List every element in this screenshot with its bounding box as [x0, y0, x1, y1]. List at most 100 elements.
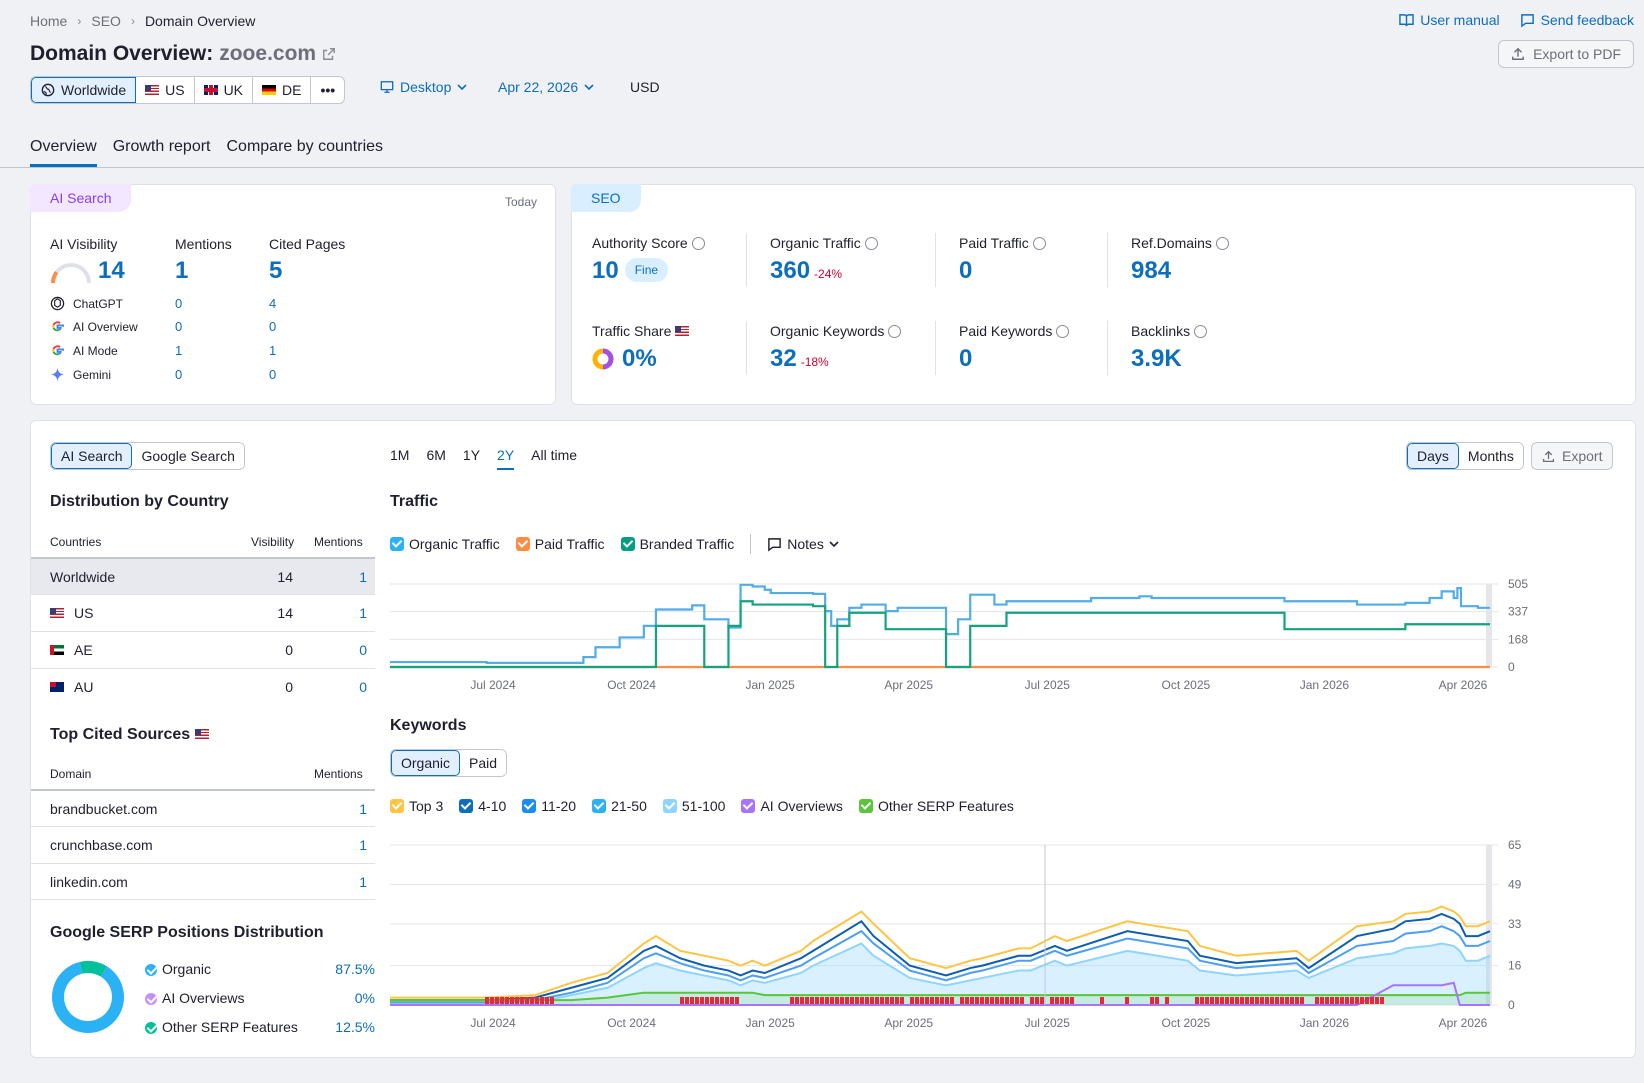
- country-mentions[interactable]: 0: [359, 679, 367, 695]
- tab-compare-by-countries[interactable]: Compare by countries: [226, 138, 384, 155]
- range-1m[interactable]: 1M: [390, 447, 410, 463]
- legend-label: Branded Traffic: [639, 536, 735, 552]
- external-link-icon[interactable]: [322, 47, 336, 61]
- page-title-domain[interactable]: zooe.com: [219, 42, 317, 65]
- info-icon[interactable]: [888, 325, 902, 338]
- cited-pages-value[interactable]: 5: [269, 257, 283, 284]
- cited-domain[interactable]: linkedin.com: [50, 873, 128, 890]
- source-google-search[interactable]: Google Search: [132, 443, 244, 469]
- ai-platform-mentions[interactable]: 1: [175, 343, 183, 358]
- table-row[interactable]: Worldwide 14 1: [31, 557, 375, 594]
- cited-domain[interactable]: crunchbase.com: [50, 837, 153, 853]
- legend-item[interactable]: Other SERP Features: [858, 798, 1014, 814]
- serp-donut-chart: [52, 961, 124, 1033]
- ai-platform-mentions[interactable]: 0: [175, 319, 183, 334]
- legend-item[interactable]: 4-10: [459, 798, 506, 814]
- backlinks-value[interactable]: 3.9K: [1131, 345, 1182, 372]
- keywords-legend: Top 3 4-10 11-20 21-50 51-100 AI Overviews Oth…: [390, 798, 1014, 814]
- export-button[interactable]: Export: [1531, 442, 1614, 470]
- info-icon[interactable]: [1032, 237, 1046, 250]
- event-flag-icon: [875, 997, 879, 1004]
- region-us[interactable]: US: [136, 77, 195, 103]
- notes-dropdown[interactable]: Notes: [767, 536, 839, 552]
- cited-mentions[interactable]: 1: [359, 800, 367, 817]
- ai-visibility-value[interactable]: 14: [98, 257, 125, 284]
- table-row[interactable]: linkedin.com 1: [31, 863, 375, 900]
- ref-domains-value[interactable]: 984: [1131, 257, 1172, 284]
- organic-traffic-value[interactable]: 360: [770, 257, 811, 284]
- serp-legend-label: Organic: [162, 961, 212, 977]
- ai-platform-cited[interactable]: 0: [269, 367, 277, 382]
- country-mentions[interactable]: 1: [359, 568, 367, 585]
- export-pdf-button[interactable]: Export to PDF: [1498, 40, 1634, 68]
- currency-label[interactable]: USD: [630, 79, 660, 95]
- region-de[interactable]: DE: [253, 77, 312, 103]
- event-flag-icon: [1195, 997, 1199, 1004]
- legend-item[interactable]: Top 3: [390, 798, 443, 814]
- info-icon[interactable]: [1194, 325, 1208, 338]
- device-label: Desktop: [400, 79, 452, 95]
- region-more-button[interactable]: •••: [311, 77, 344, 103]
- paid-traffic-value[interactable]: 0: [959, 257, 973, 284]
- country-mentions[interactable]: 1: [359, 605, 367, 621]
- legend-item[interactable]: 11-20: [522, 798, 576, 814]
- serp-legend-item: AI Overviews 0%: [145, 990, 375, 1019]
- granularity-days[interactable]: Days: [1407, 443, 1459, 469]
- granularity-months[interactable]: Months: [1458, 443, 1523, 469]
- region-worldwide[interactable]: Worldwide: [31, 77, 137, 103]
- breadcrumb-seo[interactable]: SEO: [91, 13, 121, 29]
- info-icon[interactable]: [691, 237, 705, 250]
- region-uk[interactable]: UK: [195, 77, 254, 103]
- info-icon[interactable]: [1215, 237, 1229, 250]
- range-all-time[interactable]: All time: [531, 447, 578, 463]
- table-row[interactable]: brandbucket.com 1: [31, 789, 375, 826]
- paid-keywords-value[interactable]: 0: [959, 345, 973, 372]
- legend-branded-traffic[interactable]: Branded Traffic: [620, 536, 735, 552]
- date-dropdown[interactable]: Apr 22, 2026: [498, 79, 594, 95]
- range-2y[interactable]: 2Y: [497, 447, 515, 470]
- tab-overview[interactable]: Overview: [30, 138, 97, 167]
- region-de-label: DE: [282, 82, 302, 98]
- legend-item[interactable]: 21-50: [592, 798, 647, 814]
- event-flag-icon: [1200, 997, 1204, 1004]
- cited-mentions[interactable]: 1: [359, 873, 367, 890]
- source-ai-search[interactable]: AI Search: [51, 443, 133, 469]
- range-1y[interactable]: 1Y: [462, 447, 481, 463]
- legend-paid-traffic[interactable]: Paid Traffic: [515, 536, 605, 552]
- event-flag-icon: [725, 997, 729, 1004]
- breadcrumb-home[interactable]: Home: [30, 13, 68, 29]
- legend-item[interactable]: AI Overviews: [741, 798, 843, 814]
- event-flag-icon: [1050, 997, 1054, 1004]
- event-flag-icon: [1245, 997, 1249, 1004]
- table-row[interactable]: crunchbase.com 1: [31, 826, 375, 863]
- cited-domain[interactable]: brandbucket.com: [50, 800, 158, 817]
- seo-card: SEO Authority Score 10 Fine Organic Traff…: [571, 184, 1636, 405]
- info-icon[interactable]: [1056, 325, 1070, 338]
- keywords-organic[interactable]: Organic: [391, 750, 461, 776]
- info-icon[interactable]: [864, 237, 878, 250]
- authority-score-value[interactable]: 10: [592, 257, 619, 284]
- ai-platform-mentions[interactable]: 0: [175, 296, 183, 311]
- table-row[interactable]: AU 0 0: [31, 668, 375, 705]
- backlinks-metric: Backlinks 3.9K: [1131, 323, 1208, 373]
- ai-platform-cited[interactable]: 1: [269, 343, 277, 358]
- table-row[interactable]: AE 0 0: [31, 631, 375, 668]
- legend-organic-traffic[interactable]: Organic Traffic: [390, 536, 500, 552]
- range-6m[interactable]: 6M: [426, 447, 446, 463]
- ai-platform-mentions[interactable]: 0: [175, 367, 183, 382]
- send-feedback-link[interactable]: Send feedback: [1520, 12, 1634, 28]
- cited-mentions[interactable]: 1: [359, 837, 367, 853]
- ai-platform-cited[interactable]: 0: [269, 319, 277, 334]
- event-flag-icon: [1340, 997, 1344, 1004]
- ai-platform-cited[interactable]: 4: [269, 296, 277, 311]
- mentions-value[interactable]: 1: [175, 257, 189, 284]
- traffic-share-value[interactable]: 0%: [622, 345, 657, 372]
- table-row[interactable]: US 14 1: [31, 594, 375, 631]
- device-dropdown[interactable]: Desktop: [380, 79, 467, 95]
- tab-growth-report[interactable]: Growth report: [112, 138, 211, 155]
- user-manual-link[interactable]: User manual: [1399, 12, 1500, 28]
- keywords-paid[interactable]: Paid: [460, 750, 507, 776]
- country-mentions[interactable]: 0: [359, 642, 367, 658]
- organic-keywords-value[interactable]: 32: [770, 345, 797, 372]
- legend-item[interactable]: 51-100: [662, 798, 725, 814]
